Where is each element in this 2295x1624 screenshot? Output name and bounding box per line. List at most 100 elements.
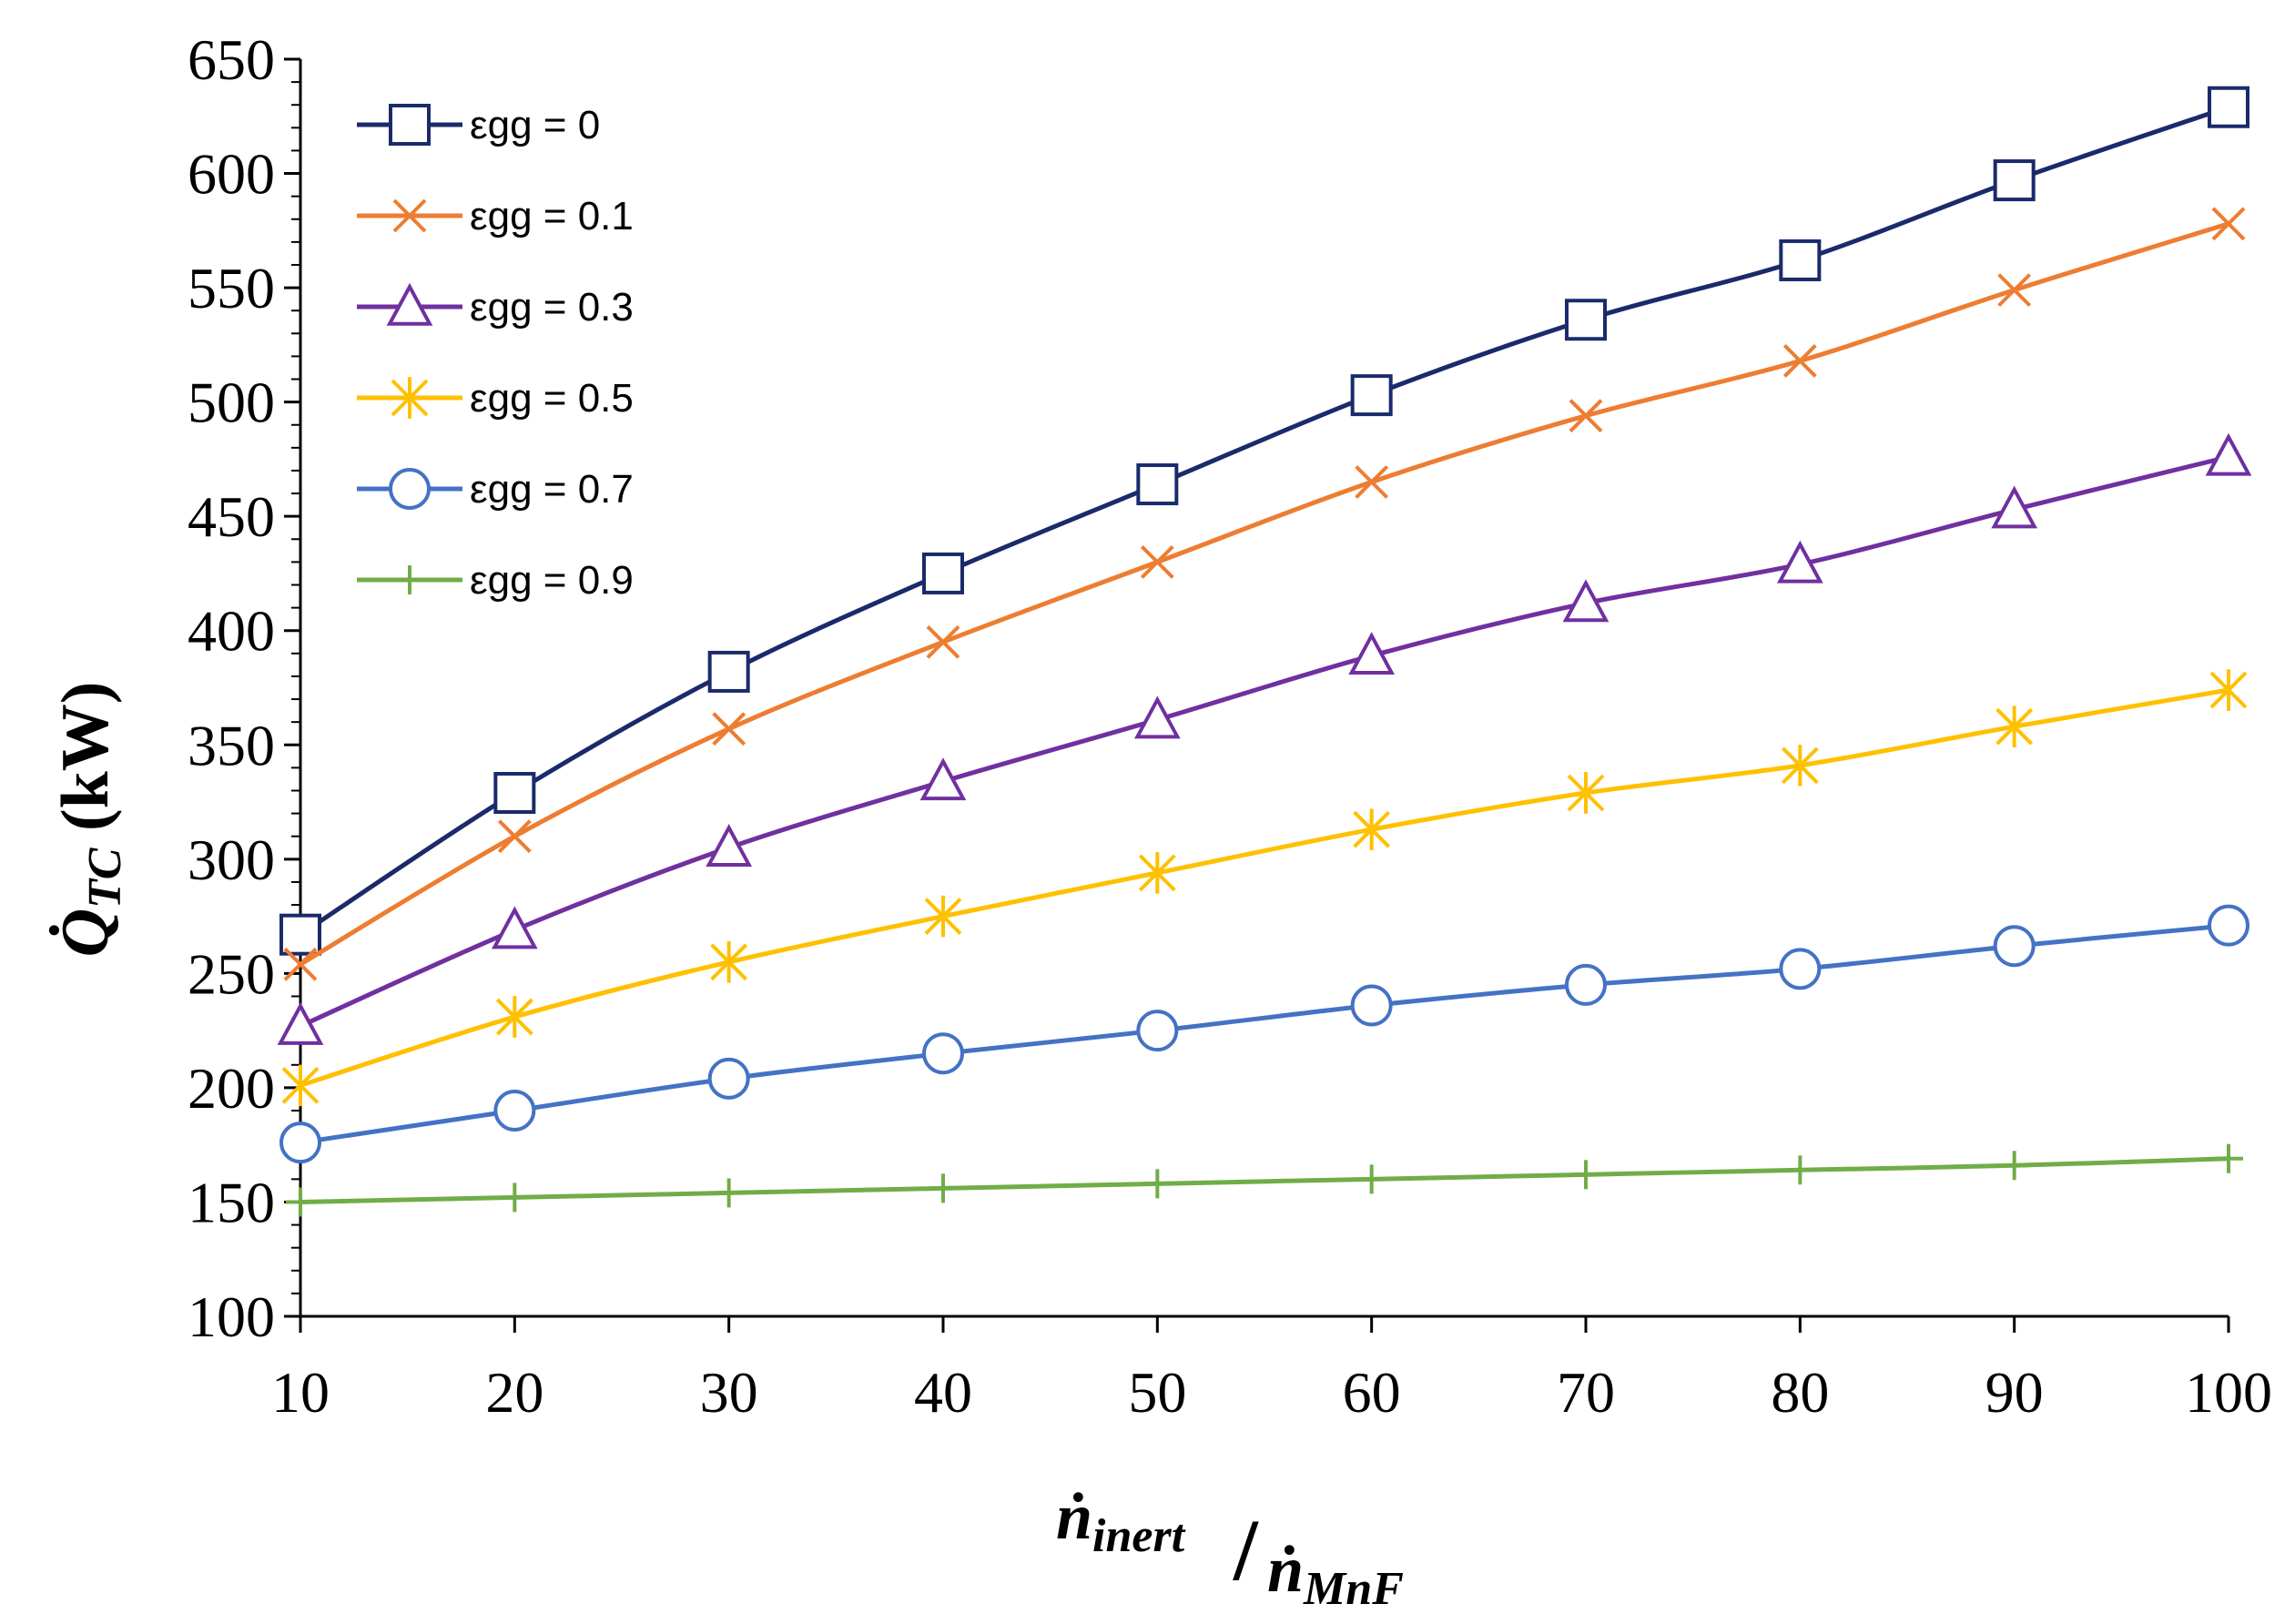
data-point: [1779, 239, 1822, 281]
legend-label: εgg = 0.3: [470, 285, 634, 330]
data-point: [286, 1187, 315, 1217]
data-point: [707, 1057, 750, 1100]
data-point: [1569, 399, 1603, 433]
x-axis-title-sub2: MnF: [1303, 1563, 1404, 1615]
data-point: [710, 941, 748, 983]
data-point: [1999, 1151, 2029, 1181]
x-tick-label: 50: [1128, 1360, 1186, 1425]
x-axis-title-sub: inert: [1092, 1510, 1186, 1562]
legend-label: εgg = 0.5: [470, 376, 634, 421]
data-point: [497, 819, 532, 854]
data-point: [2208, 904, 2249, 947]
data-point: [1565, 963, 1607, 1006]
y-axis-title-sub: TC: [79, 847, 131, 908]
data-point: [919, 757, 967, 801]
legend-marker: [395, 565, 424, 594]
x-axis-title-main2: ṅ: [1267, 1533, 1304, 1606]
data-point: [929, 1173, 958, 1203]
legend-marker: [389, 104, 431, 146]
data-point: [277, 1001, 324, 1045]
data-point: [500, 1182, 530, 1213]
series-5: [286, 1143, 2243, 1217]
legend-item: εgg = 0: [357, 103, 600, 147]
legend-marker: [391, 377, 429, 419]
data-point: [1991, 485, 2038, 529]
data-point: [279, 1122, 321, 1164]
y-tick-label: 600: [188, 142, 275, 207]
data-point: [706, 824, 753, 867]
data-point: [1785, 1155, 1815, 1185]
data-point: [283, 947, 318, 981]
series-4: [279, 904, 2249, 1164]
series-line: [300, 687, 2229, 1088]
legend-marker: [392, 198, 427, 233]
x-tick-label: 40: [914, 1360, 972, 1425]
legend-label: εgg = 0.7: [470, 467, 634, 512]
y-tick-label: 100: [188, 1284, 275, 1349]
data-point: [922, 1032, 964, 1075]
x-axis-title-main: ṅ: [1056, 1480, 1092, 1553]
x-tick-label: 30: [700, 1360, 758, 1425]
y-tick-label: 350: [188, 713, 275, 777]
data-point: [1782, 344, 1817, 378]
series-line: [300, 923, 2229, 1145]
data-point: [1779, 948, 1822, 990]
data-point: [1781, 745, 1819, 787]
data-point: [493, 1090, 536, 1132]
data-point: [1136, 463, 1179, 506]
series-2: [277, 432, 2252, 1045]
legend-label: εgg = 0: [470, 103, 600, 147]
data-point: [1350, 984, 1393, 1027]
data-point: [1138, 852, 1176, 894]
y-tick-label: 300: [188, 827, 275, 892]
legend-item: εgg = 0.7: [357, 467, 634, 512]
legend-marker: [386, 282, 433, 326]
data-point: [491, 906, 538, 949]
y-tick-label: 500: [188, 370, 275, 435]
series-3: [281, 669, 2248, 1107]
data-point: [1133, 695, 1181, 739]
x-tick-label: 60: [1343, 1360, 1401, 1425]
x-axis-title-numerator: ṅinert: [1056, 1480, 1186, 1562]
data-point: [1136, 1010, 1179, 1052]
x-tick-label: 20: [485, 1360, 543, 1425]
y-tick-label: 200: [188, 1056, 275, 1121]
axis-titles: Q̇TC (kW) ṅinert / ṅMnF: [48, 682, 1404, 1615]
y-tick-label: 450: [188, 484, 275, 549]
series-1: [283, 207, 2246, 981]
series-line: [299, 221, 2229, 967]
data-point: [493, 772, 536, 815]
data-point: [2208, 86, 2249, 128]
series-line: [299, 105, 2229, 937]
data-point: [279, 913, 321, 956]
data-point: [495, 996, 533, 1038]
data-point: [1776, 540, 1823, 584]
data-point: [1356, 1164, 1386, 1194]
legend-label: εgg = 0.9: [470, 558, 634, 603]
y-axis-title: Q̇TC (kW): [48, 682, 131, 958]
legend: εgg = 0 εgg = 0.1 εgg = 0.3 εgg = 0.5 εgg = …: [357, 103, 634, 603]
data-point: [281, 1064, 320, 1107]
series-line: [299, 454, 2229, 1029]
axes: 100 150 200 250 300 350 400 450 500 550 600 650 10 20…: [188, 27, 2272, 1425]
legend-item: εgg = 0.5: [357, 376, 634, 421]
data-point: [1562, 579, 1610, 623]
series-line: [300, 1156, 2229, 1204]
legend-marker: [389, 468, 431, 510]
x-tick-label: 10: [271, 1360, 330, 1425]
y-tick-label: 250: [188, 941, 275, 1006]
y-tick-label: 150: [188, 1170, 275, 1234]
y-tick-label: 400: [188, 599, 275, 664]
y-tick-label: 550: [188, 256, 275, 320]
data-point: [2214, 1143, 2243, 1173]
data-point: [707, 650, 750, 693]
y-axis-title-unit: (kW): [48, 682, 123, 848]
data-point: [1993, 159, 2036, 202]
data-point: [1993, 925, 2036, 968]
data-point: [1355, 465, 1389, 499]
data-point: [714, 1178, 744, 1208]
x-tick-label: 100: [2185, 1360, 2272, 1425]
data-point: [1353, 808, 1391, 850]
